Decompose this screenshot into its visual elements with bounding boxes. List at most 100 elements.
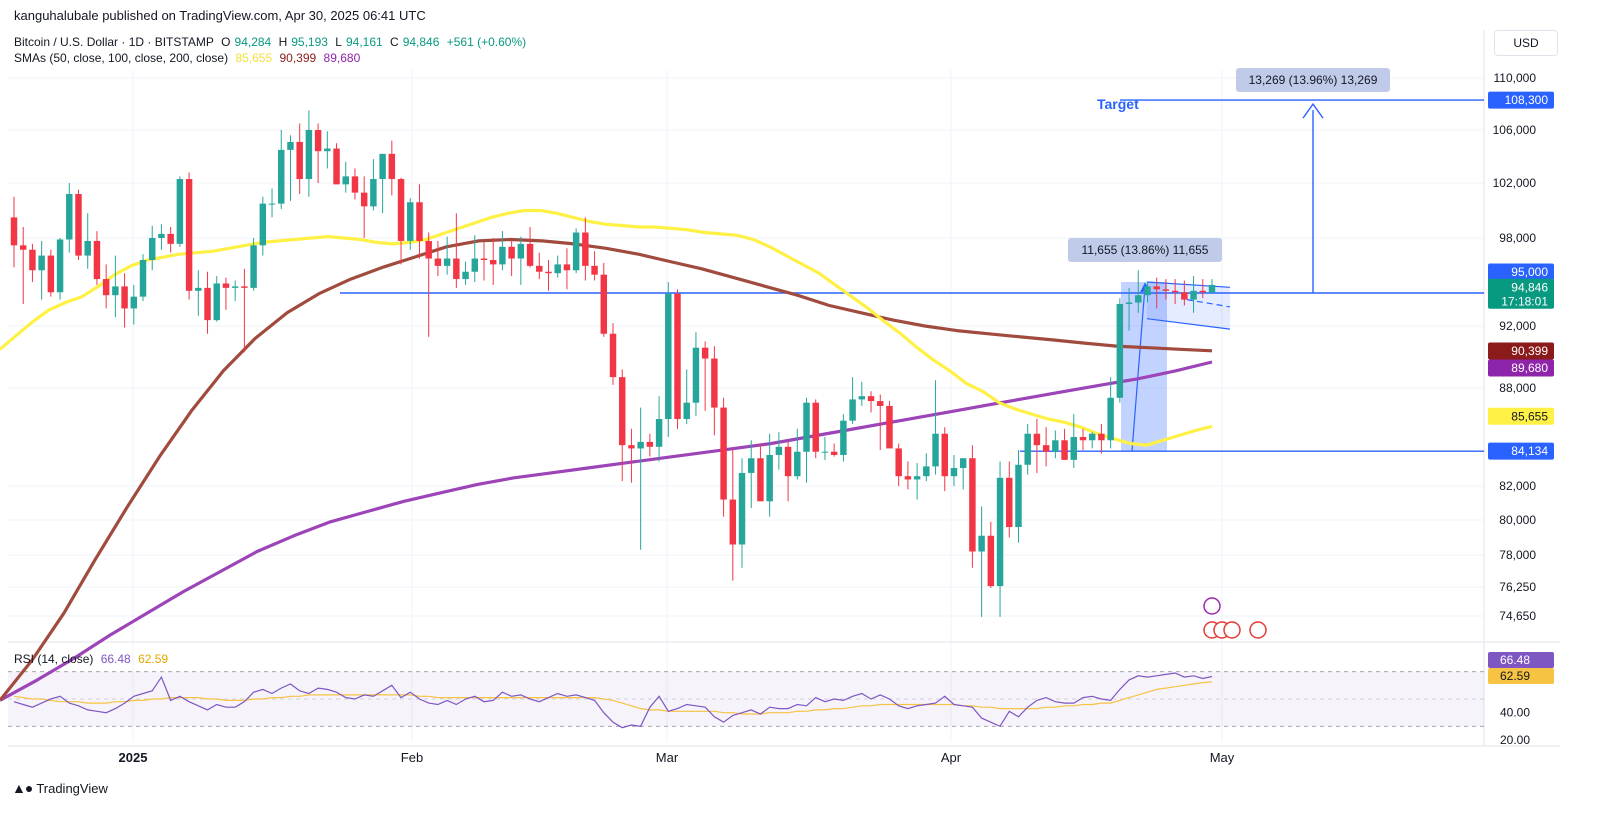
candle-body bbox=[729, 499, 737, 545]
candle-body bbox=[536, 265, 543, 272]
x-tick-label: May bbox=[1210, 750, 1235, 765]
high-label: H bbox=[278, 35, 288, 49]
candle-body bbox=[333, 148, 340, 185]
flag-measure-box bbox=[1068, 238, 1222, 262]
candle-body bbox=[701, 347, 709, 359]
candle-body bbox=[397, 179, 405, 241]
price-badge bbox=[1488, 263, 1554, 281]
price-badge bbox=[1488, 278, 1554, 309]
tradingview-logo-text: TradingView bbox=[36, 780, 108, 796]
grid-lines bbox=[8, 70, 1484, 742]
change-value: +561 (+0.60%) bbox=[446, 35, 527, 49]
candle-body bbox=[775, 446, 783, 455]
flagpole-arrow-line bbox=[1131, 286, 1146, 452]
candle-body bbox=[923, 466, 930, 477]
candle-body bbox=[766, 454, 773, 502]
price-badge-value: 89,680 bbox=[1511, 361, 1548, 375]
price-badge bbox=[1488, 342, 1554, 360]
y-tick-label: 76,250 bbox=[1499, 580, 1536, 594]
candle-body bbox=[849, 399, 856, 421]
candle-body bbox=[185, 179, 193, 291]
rsi-tick-label: 40.00 bbox=[1500, 706, 1530, 720]
candle-body bbox=[1088, 433, 1096, 441]
candle-body bbox=[628, 445, 635, 449]
candle-body bbox=[443, 258, 451, 266]
candle-body bbox=[324, 148, 331, 152]
candle-body bbox=[591, 265, 598, 275]
candle-body bbox=[499, 246, 506, 265]
candle-body bbox=[821, 451, 829, 453]
candle-body bbox=[950, 468, 958, 477]
candle-body bbox=[112, 286, 119, 296]
tradingview-logo[interactable]: ▲● TradingView bbox=[12, 780, 108, 796]
candle-body bbox=[1153, 286, 1160, 290]
sma100-line bbox=[0, 237, 1213, 702]
candle-body bbox=[904, 476, 912, 480]
candle-body bbox=[1107, 397, 1114, 441]
candle-body bbox=[1125, 302, 1133, 304]
y-tick-label: 78,000 bbox=[1499, 548, 1536, 562]
candle-body bbox=[1006, 477, 1013, 527]
candle-body bbox=[1098, 433, 1105, 441]
target-label: Target bbox=[1097, 96, 1139, 112]
candle-body bbox=[204, 287, 211, 321]
sma-legend[interactable]: SMAs (50, close, 100, close, 200, close)… bbox=[14, 51, 364, 65]
target-measure-box bbox=[1236, 68, 1390, 92]
y-tick-label: 110,000 bbox=[1494, 71, 1537, 85]
candle-body bbox=[526, 243, 534, 266]
candle-body bbox=[683, 402, 690, 420]
candle-body bbox=[941, 433, 948, 477]
low-value: 94,161 bbox=[345, 35, 383, 49]
price-badge-value: 84,134 bbox=[1511, 444, 1548, 458]
candle-body bbox=[102, 279, 110, 296]
candle-body bbox=[130, 296, 138, 309]
candle-body bbox=[121, 286, 128, 309]
currency-button[interactable]: USD bbox=[1494, 30, 1558, 56]
close-label: C bbox=[390, 35, 399, 49]
sma100-value: 90,399 bbox=[279, 51, 317, 65]
candle-body bbox=[1042, 445, 1050, 452]
y-tick-label: 82,000 bbox=[1499, 479, 1536, 493]
price-badge-countdown: 17:18:01 bbox=[1501, 294, 1548, 308]
candle-body bbox=[1116, 304, 1124, 398]
open-label: O bbox=[221, 35, 231, 49]
candle-body bbox=[29, 249, 36, 271]
candle-body bbox=[139, 260, 147, 297]
candle-body bbox=[803, 402, 810, 452]
candle-body bbox=[10, 217, 18, 246]
candle-body bbox=[287, 141, 294, 150]
sma200-line bbox=[0, 360, 1213, 702]
candle-body bbox=[563, 264, 571, 271]
candle-body bbox=[1061, 440, 1068, 460]
y-tick-label: 102,000 bbox=[1493, 176, 1537, 190]
rsi-badge bbox=[1488, 652, 1554, 668]
candle-body bbox=[278, 149, 285, 204]
candle-body bbox=[1135, 295, 1142, 303]
candle-body bbox=[637, 441, 644, 449]
rsi-title: RSI (14, close) bbox=[14, 652, 94, 666]
candle-body bbox=[996, 477, 1004, 587]
candle-body bbox=[858, 396, 866, 400]
candle-body bbox=[978, 535, 985, 552]
candle-body bbox=[517, 243, 525, 259]
candle-body bbox=[1144, 286, 1151, 296]
candle-body bbox=[149, 238, 156, 260]
candle-body bbox=[692, 347, 700, 403]
x-tick-label: Apr bbox=[941, 750, 962, 765]
y-tick-label: 74,650 bbox=[1499, 609, 1536, 623]
x-tick-label: Mar bbox=[656, 750, 679, 765]
candle-body bbox=[932, 433, 939, 467]
candles bbox=[10, 110, 1216, 617]
candle-body bbox=[895, 448, 902, 477]
flag-measure-label: 11,655 (13.86%) 11,655 bbox=[1082, 243, 1209, 257]
candle-body bbox=[259, 203, 267, 246]
rsi-legend[interactable]: RSI (14, close) 66.48 62.59 bbox=[14, 652, 172, 666]
candle-body bbox=[241, 286, 248, 288]
candle-body bbox=[231, 286, 239, 288]
candle-body bbox=[489, 260, 497, 265]
x-tick-label: Feb bbox=[401, 750, 423, 765]
price-badge-value: 95,000 bbox=[1511, 265, 1548, 279]
tradingview-logo-icon: ▲● bbox=[12, 780, 33, 796]
